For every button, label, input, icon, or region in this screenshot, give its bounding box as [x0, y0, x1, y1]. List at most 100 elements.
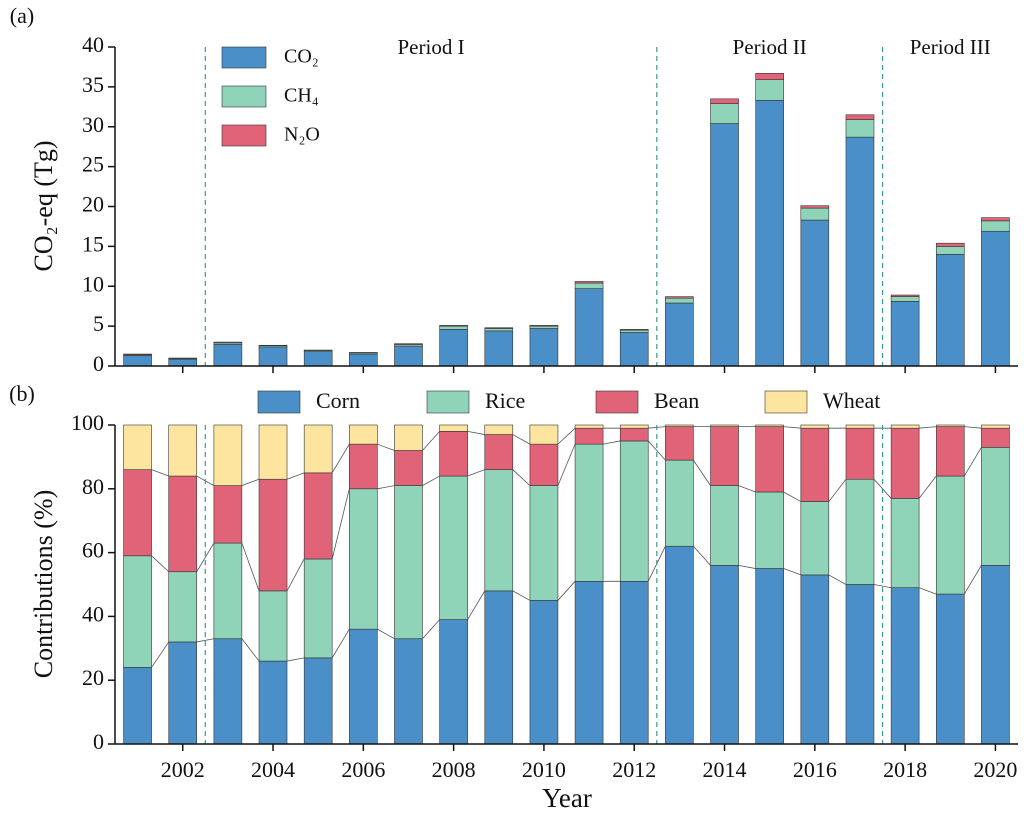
- bar-segment: [710, 424, 739, 427]
- bar-segment: [845, 119, 875, 138]
- bar-segment: [303, 351, 333, 367]
- bar-segment: [529, 424, 559, 445]
- bar-segment: [303, 424, 333, 474]
- connector: [693, 459, 711, 486]
- connector: [331, 628, 350, 659]
- connector: [512, 434, 531, 445]
- bar-segment: [484, 434, 514, 470]
- bar-segment: [258, 424, 288, 480]
- bar-segment: [890, 424, 920, 429]
- bar-segment: [981, 447, 1010, 566]
- bar-segment: [710, 98, 739, 104]
- legend-swatch: [764, 390, 808, 414]
- bar-segment: [484, 590, 514, 745]
- connector: [422, 619, 440, 639]
- bar-segment: [439, 325, 468, 330]
- connector: [602, 440, 621, 445]
- period-label: Period I: [398, 35, 465, 59]
- connector: [151, 641, 170, 668]
- bar-segment: [710, 426, 739, 486]
- bar-segment: [619, 581, 649, 745]
- x-tick-label: 2020: [973, 757, 1017, 782]
- legend-label: Corn: [316, 388, 360, 413]
- connector: [196, 638, 214, 643]
- connector: [964, 426, 982, 429]
- connector: [783, 491, 802, 502]
- connector: [467, 430, 485, 435]
- bar-segment: [755, 424, 784, 427]
- connector: [151, 469, 169, 477]
- bar-segment: [665, 545, 694, 745]
- bar-segment: [574, 281, 604, 284]
- legend-label: CO₂: [284, 46, 319, 68]
- bar-segment: [665, 302, 694, 367]
- bar-segment: [710, 565, 739, 745]
- bar-segment: [394, 424, 423, 451]
- bar-segment: [168, 571, 198, 643]
- bar-segment: [890, 587, 920, 745]
- connector: [286, 472, 305, 480]
- bar-segment: [258, 346, 288, 367]
- bar-segment: [755, 568, 784, 745]
- bar-segment: [890, 301, 920, 367]
- y-tick-label: 15: [82, 231, 104, 256]
- bar-segment: [981, 424, 1010, 429]
- connector: [377, 443, 395, 451]
- x-tick-label: 2008: [432, 757, 476, 782]
- bar-segment: [755, 79, 784, 101]
- bar-segment: [529, 600, 559, 745]
- bar-segment: [529, 443, 559, 486]
- bar-segment: [213, 638, 243, 745]
- bar-segment: [665, 297, 694, 304]
- bar-segment: [710, 103, 739, 124]
- y-tick-label: 0: [93, 351, 104, 376]
- bar-segment: [755, 426, 784, 493]
- bar-segment: [123, 424, 152, 470]
- x-tick-label: 2014: [703, 757, 747, 782]
- connector: [693, 545, 711, 566]
- bar-segment: [665, 459, 694, 547]
- bar-segment: [845, 136, 875, 367]
- bar-segment: [439, 431, 468, 477]
- connector: [557, 581, 576, 601]
- y-tick-label: 0: [93, 729, 104, 754]
- bar-segment: [123, 355, 152, 367]
- bar-segment: [529, 325, 559, 329]
- connector: [331, 488, 350, 560]
- bar-segment: [665, 296, 694, 299]
- bar-segment: [981, 565, 1010, 745]
- connector: [512, 590, 531, 601]
- y-tick-label: 5: [93, 311, 104, 336]
- connector: [828, 478, 847, 502]
- y-tick-label: 25: [82, 152, 104, 177]
- period-label: Period III: [910, 35, 991, 59]
- bar-segment: [168, 641, 198, 745]
- bar-segment: [710, 485, 739, 566]
- y-tick-label: 20: [82, 665, 104, 690]
- bar-segment: [845, 584, 875, 745]
- bar-segment: [755, 100, 784, 367]
- bar-segment: [935, 242, 965, 247]
- bar-segment: [394, 450, 423, 486]
- bar-segment: [935, 424, 965, 427]
- bar-segment: [619, 329, 649, 331]
- y-tick-label: 100: [71, 410, 104, 435]
- bar-segment: [123, 469, 152, 557]
- bar-segment: [394, 485, 423, 640]
- bar-segment: [394, 345, 423, 367]
- bar-segment: [213, 424, 243, 486]
- x-tick-label: 2010: [522, 757, 566, 782]
- bar-segment: [981, 427, 1010, 448]
- connector: [963, 565, 982, 595]
- legend-label: Bean: [654, 388, 699, 413]
- x-tick-label: 2012: [612, 757, 656, 782]
- bar-segment: [439, 475, 468, 620]
- x-axis-label: Year: [542, 783, 592, 813]
- bar-segment: [755, 491, 784, 569]
- bar-segment: [484, 330, 514, 367]
- x-tick-label: 2006: [341, 757, 385, 782]
- bar-segment: [439, 325, 468, 327]
- bar-segment: [574, 427, 604, 445]
- y-tick-label: 60: [82, 538, 104, 563]
- bar-segment: [890, 427, 920, 499]
